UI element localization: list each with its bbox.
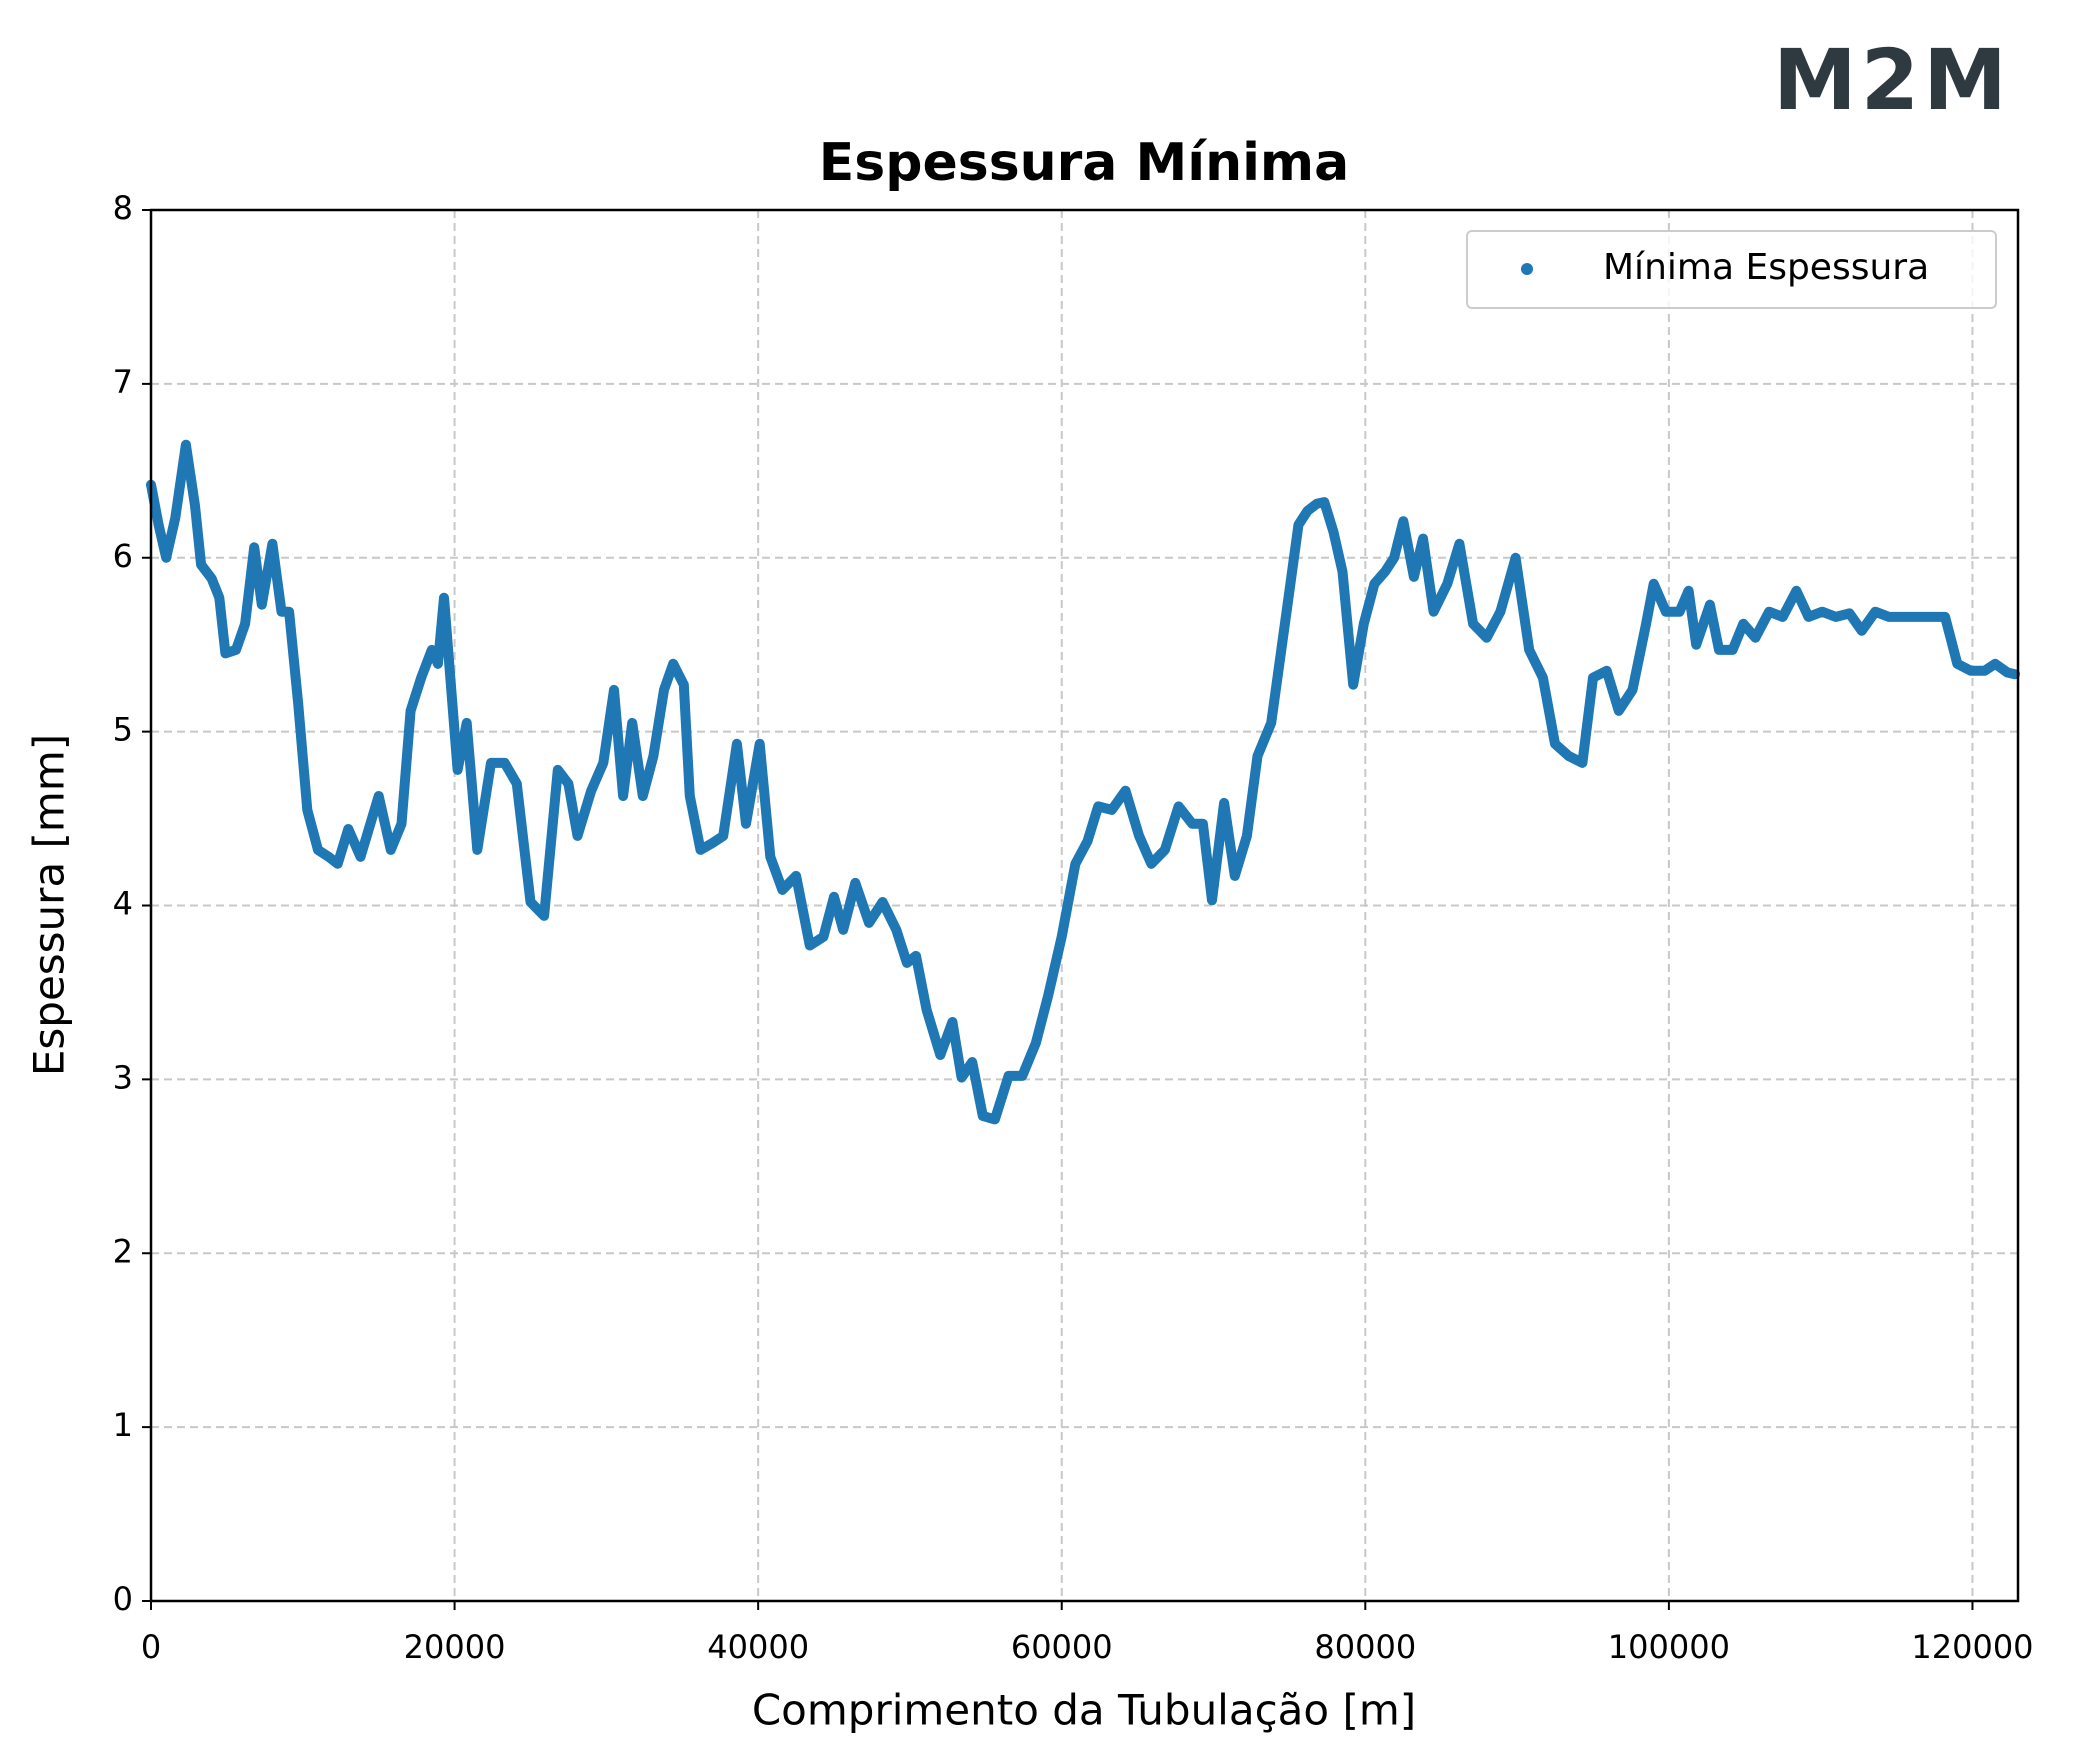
y-tick-label: 1: [113, 1406, 133, 1444]
x-tick-label: 80000: [1314, 1628, 1416, 1666]
legend-box: [1466, 230, 1997, 309]
y-tick-label: 0: [113, 1580, 133, 1618]
y-tick-label: 8: [113, 189, 133, 227]
y-tick-label: 5: [113, 711, 133, 749]
x-tick-label: 60000: [1011, 1628, 1113, 1666]
y-tick-label: 4: [113, 885, 133, 923]
plot-frame: [149, 208, 2020, 1603]
logo: M2M: [1773, 31, 2011, 129]
legend-marker: [1521, 263, 1533, 275]
y-tick-label: 3: [113, 1058, 133, 1096]
data-points: [146, 439, 2020, 1125]
y-tick-label: 7: [113, 363, 133, 401]
x-tick-label: 120000: [1911, 1628, 2033, 1666]
x-tick-label: 0: [141, 1628, 161, 1666]
chart-title: Espessura Mínima: [819, 133, 1349, 193]
x-axis-label: Comprimento da Tubulação [m]: [752, 1686, 1416, 1735]
legend-label: Mínima Espessura: [1603, 247, 1929, 288]
x-tick-label: 100000: [1608, 1628, 1730, 1666]
x-tick-label: 20000: [404, 1628, 506, 1666]
y-tick-label: 6: [113, 537, 133, 575]
y-tick-label: 2: [113, 1232, 133, 1270]
y-axis-label: Espessura [mm]: [25, 734, 74, 1076]
x-tick-label: 40000: [707, 1628, 809, 1666]
